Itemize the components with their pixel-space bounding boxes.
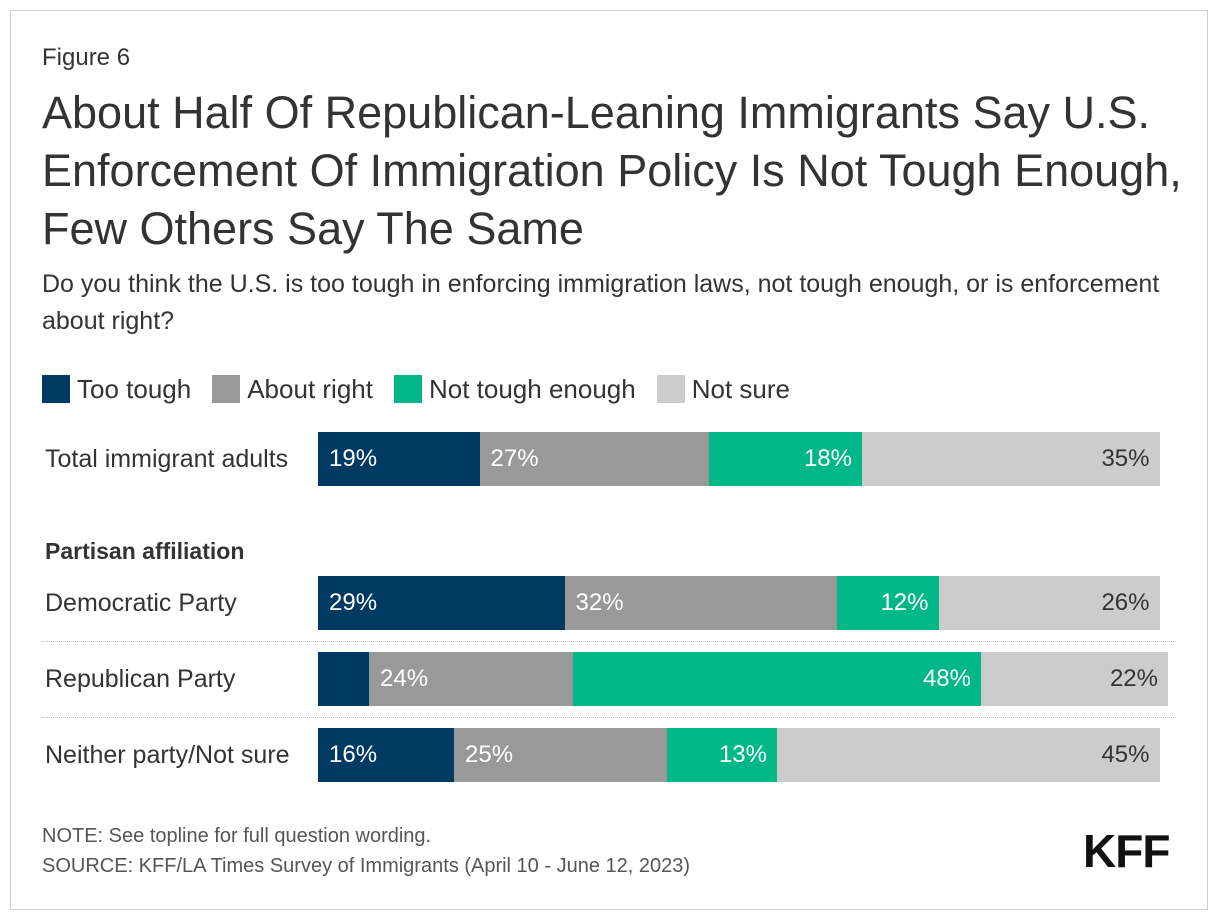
row-label: Neither party/Not sure	[45, 740, 290, 769]
bar-segment-not-tough-enough: 48%	[573, 652, 981, 706]
bar-segment-too-tough: 29%	[318, 576, 565, 630]
bar-segment-too-tough: 19%	[318, 432, 480, 486]
legend-label-too-tough: Too tough	[77, 373, 192, 404]
row-divider	[42, 641, 1176, 642]
data-label: 32%	[575, 589, 624, 616]
bar-segment-not-tough-enough: 18%	[709, 432, 862, 486]
row-divider	[42, 717, 1176, 718]
data-label: 13%	[718, 741, 767, 768]
kff-logo: KFF	[1083, 825, 1170, 877]
bar-segment-about-right: 27%	[479, 432, 709, 486]
chart-title: About Half Of Republican-Leaning Immigra…	[42, 87, 1182, 254]
source-text: SOURCE: KFF/LA Times Survey of Immigrant…	[42, 855, 691, 877]
legend: Too tough About right Not tough enough N…	[42, 372, 811, 406]
legend-label-about-right: About right	[247, 373, 373, 404]
figure-frame	[10, 10, 1208, 910]
data-label: 25%	[465, 741, 514, 768]
legend-swatch-too-tough	[42, 375, 70, 403]
data-label: 24%	[380, 665, 429, 692]
chart-subtitle: Do you think the U.S. is too tough in en…	[42, 270, 1160, 335]
legend-item-not-sure: Not sure	[656, 373, 790, 405]
bar-segment-not-sure: 22%	[981, 652, 1168, 706]
data-label: 27%	[490, 445, 539, 472]
legend-swatch-not-tough-enough	[393, 375, 422, 403]
legend-item-not-tough-enough: Not tough enough	[393, 373, 636, 405]
data-label: 19%	[329, 445, 378, 472]
legend-item-too-tough: Too tough	[42, 374, 191, 405]
row-label: Total immigrant adults	[45, 444, 289, 473]
data-label: 16%	[329, 741, 378, 768]
row-label: Republican Party	[45, 664, 236, 693]
stacked-bar: 24% 48% 22%	[318, 652, 1168, 706]
bar-segment-about-right: 24%	[369, 652, 573, 706]
data-label: 22%	[1109, 665, 1158, 692]
row-label: Democratic Party	[45, 588, 237, 617]
data-label: 29%	[329, 589, 378, 616]
legend-item-about-right: About right	[212, 374, 373, 405]
bar-segment-not-sure: 26%	[938, 576, 1160, 630]
data-label: 12%	[880, 589, 929, 616]
legend-label-not-tough-enough: Not tough enough	[428, 373, 636, 404]
bar-segment-not-tough-enough: 13%	[666, 728, 777, 782]
stacked-bar: 19% 27% 18% 35%	[318, 432, 1160, 486]
note-text: NOTE: See topline for full question word…	[42, 825, 432, 847]
stacked-bar: 16% 25% 13% 45%	[318, 728, 1160, 782]
bar-segment-about-right: 32%	[564, 576, 837, 630]
stacked-bar: 29% 32% 12% 26%	[318, 576, 1160, 630]
figure-label: Figure 6	[42, 44, 131, 71]
bar-segment-not-sure: 45%	[777, 728, 1160, 782]
bar-segment-not-sure: 35%	[862, 432, 1160, 486]
section-label-partisan: Partisan affiliation	[45, 538, 245, 564]
bar-segment-about-right: 25%	[454, 728, 667, 782]
legend-label-not-sure: Not sure	[691, 373, 790, 404]
bar-segment-too-tough: 16%	[318, 728, 454, 782]
data-label: 35%	[1101, 445, 1150, 472]
legend-swatch-about-right	[212, 375, 241, 403]
bar-segment-too-tough	[318, 652, 369, 706]
data-label: 48%	[922, 665, 971, 692]
data-label: 18%	[803, 445, 852, 472]
bar-segment-not-tough-enough: 12%	[836, 576, 939, 630]
data-label: 45%	[1101, 741, 1150, 768]
data-label: 26%	[1101, 589, 1150, 616]
legend-swatch-not-sure	[656, 375, 685, 403]
